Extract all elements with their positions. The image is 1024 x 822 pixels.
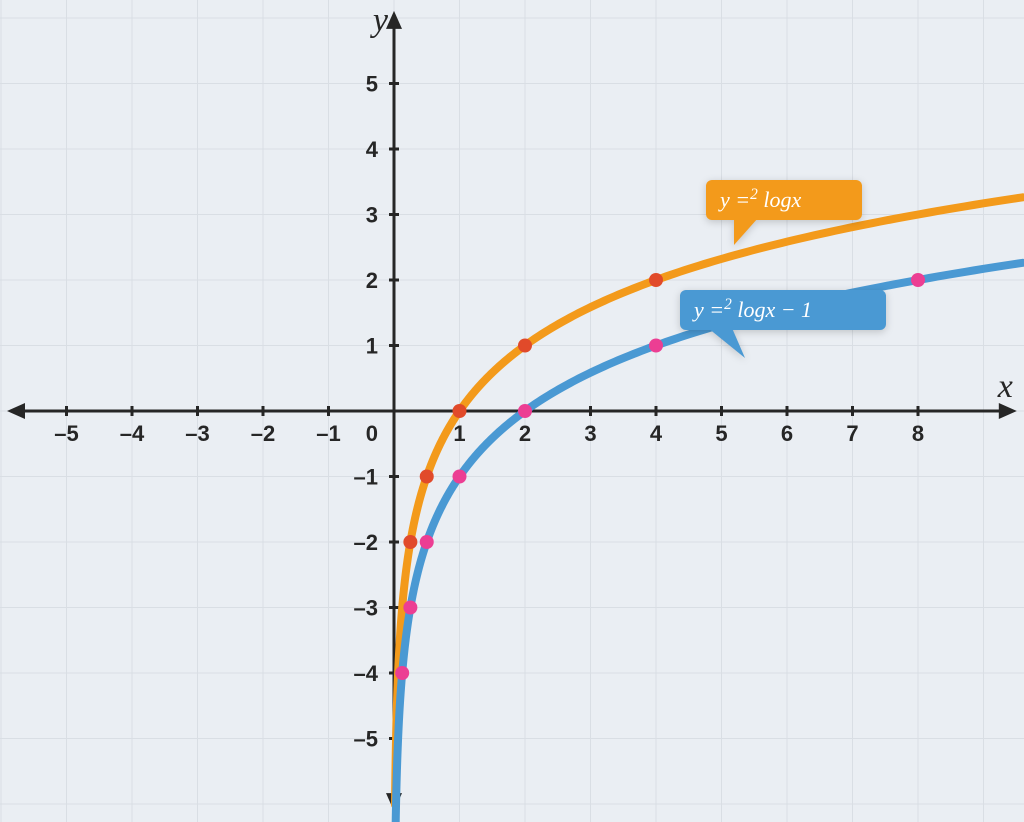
x-tick-label: –1	[316, 421, 340, 446]
y-tick-label: 2	[366, 268, 378, 293]
y-tick-label: –5	[354, 727, 378, 752]
data-point	[403, 535, 417, 549]
x-tick-label: 7	[846, 421, 858, 446]
x-tick-label: –2	[251, 421, 275, 446]
data-point	[403, 601, 417, 615]
x-tick-label: 6	[781, 421, 793, 446]
data-point	[911, 273, 925, 287]
y-tick-label: –4	[354, 661, 379, 686]
data-point	[453, 470, 467, 484]
data-point	[420, 470, 434, 484]
x-axis-label: x	[997, 368, 1013, 405]
log-chart: –5–4–3–2–1012345678–5–4–3–2–112345xyy =2…	[0, 0, 1024, 822]
x-tick-label: 3	[584, 421, 596, 446]
x-tick-label: –4	[120, 421, 145, 446]
data-point	[395, 666, 409, 680]
y-tick-label: –1	[354, 465, 378, 490]
data-point	[420, 535, 434, 549]
y-tick-label: –3	[354, 596, 378, 621]
y-tick-label: –2	[354, 530, 378, 555]
data-point	[649, 273, 663, 287]
data-point	[518, 339, 532, 353]
x-tick-label: 2	[519, 421, 531, 446]
x-tick-label: –5	[54, 421, 78, 446]
x-tick-label: 8	[912, 421, 924, 446]
x-tick-label: 4	[650, 421, 663, 446]
y-tick-label: 1	[366, 334, 378, 359]
x-tick-label: 5	[715, 421, 727, 446]
data-point	[453, 404, 467, 418]
y-tick-label: 3	[366, 203, 378, 228]
y-tick-label: 4	[366, 137, 379, 162]
data-point	[518, 404, 532, 418]
data-point	[649, 339, 663, 353]
callout-text: y =2 logx	[718, 186, 801, 212]
callout-text: y =2 logx − 1	[692, 296, 812, 322]
y-axis-label: y	[370, 2, 389, 39]
x-tick-label: –3	[185, 421, 209, 446]
y-tick-label: 5	[366, 72, 378, 97]
x-tick-label: 0	[366, 421, 378, 446]
